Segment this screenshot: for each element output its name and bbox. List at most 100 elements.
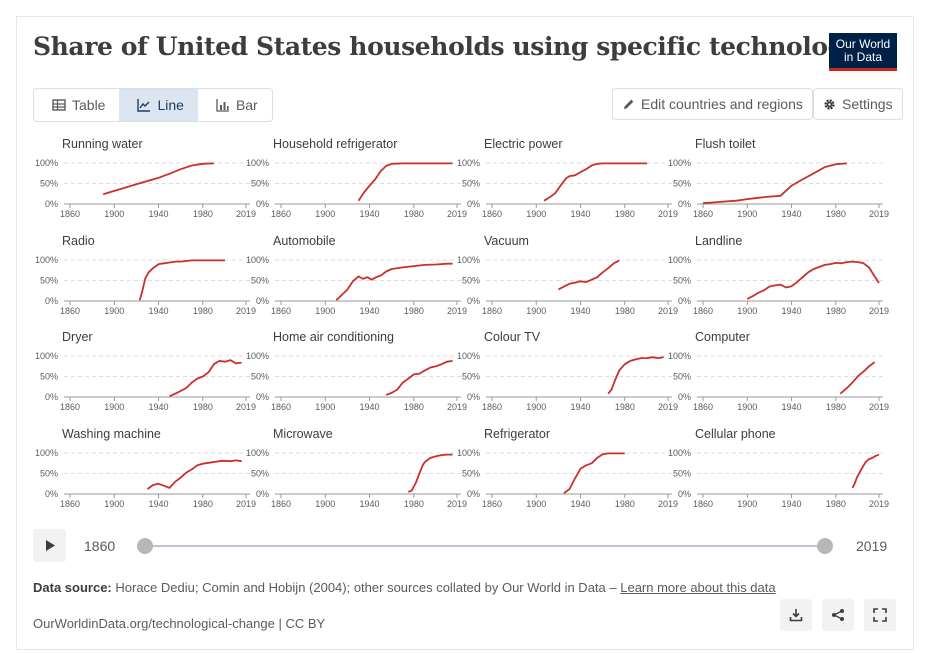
- y-tick-label: 100%: [457, 255, 480, 265]
- y-tick-label: 100%: [246, 255, 269, 265]
- download-button[interactable]: [780, 599, 812, 631]
- series-line: [839, 361, 876, 395]
- x-tick-label: 1940: [571, 402, 591, 412]
- series-line: [543, 162, 647, 202]
- y-tick-label: 50%: [462, 372, 480, 382]
- x-tick-label: 1900: [526, 402, 546, 412]
- series-line: [169, 359, 242, 398]
- panel-title: Cellular phone: [695, 427, 776, 441]
- panel-title: Washing machine: [62, 427, 161, 441]
- x-tick-label: 1980: [615, 306, 635, 316]
- x-tick-label: 1940: [360, 306, 380, 316]
- x-tick-label: 1940: [360, 402, 380, 412]
- x-tick-label: 1980: [826, 306, 846, 316]
- y-tick-label: 50%: [462, 276, 480, 286]
- y-tick-label: 50%: [251, 179, 269, 189]
- series-line: [702, 162, 847, 205]
- timeline-track[interactable]: [146, 545, 826, 547]
- x-tick-label: 1940: [782, 499, 802, 509]
- x-tick-label: 1900: [737, 209, 757, 219]
- share-button[interactable]: [822, 599, 854, 631]
- panel-title: Home air conditioning: [273, 330, 394, 344]
- x-tick-label: 1860: [482, 209, 502, 219]
- x-tick-label: 2019: [869, 209, 889, 219]
- x-tick-label: 1980: [615, 209, 635, 219]
- x-tick-label: 1860: [693, 306, 713, 316]
- small-multiples-chart: Running water 0% 50% 100% 1860 1900 1940 1980 20…: [35, 137, 889, 509]
- pencil-icon: [623, 99, 634, 109]
- series-line: [746, 260, 880, 300]
- x-tick-label: 1900: [104, 306, 124, 316]
- x-tick-label: 1900: [526, 499, 546, 509]
- x-tick-label: 1940: [571, 209, 591, 219]
- y-tick-label: 0%: [256, 296, 269, 306]
- timeline-start-handle[interactable]: [137, 538, 153, 554]
- y-tick-label: 100%: [668, 255, 691, 265]
- logo-line2: in Data: [843, 50, 883, 64]
- y-tick-label: 50%: [673, 469, 691, 479]
- tab-bar[interactable]: Bar: [198, 89, 272, 121]
- x-tick-label: 1900: [315, 499, 335, 509]
- x-tick-label: 1860: [60, 402, 80, 412]
- x-tick-label: 2019: [236, 402, 256, 412]
- x-tick-label: 1860: [60, 499, 80, 509]
- tab-table[interactable]: Table: [34, 89, 119, 121]
- y-tick-label: 0%: [467, 392, 480, 402]
- timeline-end-handle[interactable]: [817, 538, 833, 554]
- x-tick-label: 1980: [615, 402, 635, 412]
- timeline-start-year: 1860: [84, 538, 116, 554]
- x-tick-label: 2019: [869, 306, 889, 316]
- tab-line[interactable]: Line: [119, 89, 198, 121]
- play-icon: [45, 540, 55, 551]
- x-tick-label: 1860: [271, 402, 291, 412]
- series-line: [102, 162, 214, 196]
- y-tick-label: 0%: [45, 489, 58, 499]
- x-tick-label: 1980: [826, 499, 846, 509]
- series-line: [357, 162, 453, 202]
- x-tick-label: 1860: [693, 209, 713, 219]
- y-tick-label: 100%: [246, 448, 269, 458]
- y-tick-label: 100%: [457, 448, 480, 458]
- panel-title: Electric power: [484, 137, 563, 151]
- tab-table-label: Table: [72, 97, 106, 113]
- x-tick-label: 1980: [193, 402, 213, 412]
- data-source-label: Data source:: [33, 580, 112, 595]
- x-tick-label: 2019: [869, 402, 889, 412]
- y-tick-label: 0%: [467, 296, 480, 306]
- fullscreen-button[interactable]: [864, 599, 896, 631]
- x-tick-label: 1980: [193, 306, 213, 316]
- x-tick-label: 1900: [526, 306, 546, 316]
- series-line: [557, 259, 620, 291]
- settings-label: Settings: [842, 96, 893, 112]
- panel-title: Computer: [695, 330, 750, 344]
- play-button[interactable]: [33, 529, 66, 562]
- x-tick-label: 2019: [869, 499, 889, 509]
- x-tick-label: 2019: [447, 499, 467, 509]
- footer-url: OurWorldinData.org/technological-change …: [33, 616, 326, 631]
- settings-button[interactable]: Settings: [813, 88, 903, 120]
- y-tick-label: 0%: [678, 199, 691, 209]
- timeline: 1860 2019: [33, 529, 897, 563]
- x-tick-label: 1940: [149, 209, 169, 219]
- learn-more-link[interactable]: Learn more about this data: [620, 580, 776, 595]
- gear-icon: [824, 98, 835, 110]
- y-tick-label: 100%: [35, 448, 58, 458]
- panel-title: Colour TV: [484, 330, 541, 344]
- y-tick-label: 0%: [256, 199, 269, 209]
- y-tick-label: 50%: [251, 469, 269, 479]
- x-tick-label: 1980: [826, 402, 846, 412]
- x-tick-label: 2019: [447, 306, 467, 316]
- timeline-end-year: 2019: [856, 538, 888, 554]
- x-tick-label: 1860: [60, 209, 80, 219]
- panel-title: Flush toilet: [695, 137, 756, 151]
- x-tick-label: 1940: [571, 306, 591, 316]
- panel-title: Microwave: [273, 427, 333, 441]
- y-tick-label: 0%: [45, 392, 58, 402]
- owid-logo[interactable]: Our World in Data: [829, 33, 897, 71]
- edit-countries-button[interactable]: Edit countries and regions: [612, 88, 813, 120]
- x-tick-label: 2019: [236, 209, 256, 219]
- x-tick-label: 2019: [658, 209, 678, 219]
- y-tick-label: 100%: [668, 158, 691, 168]
- x-tick-label: 1860: [482, 499, 502, 509]
- x-tick-label: 1900: [737, 402, 757, 412]
